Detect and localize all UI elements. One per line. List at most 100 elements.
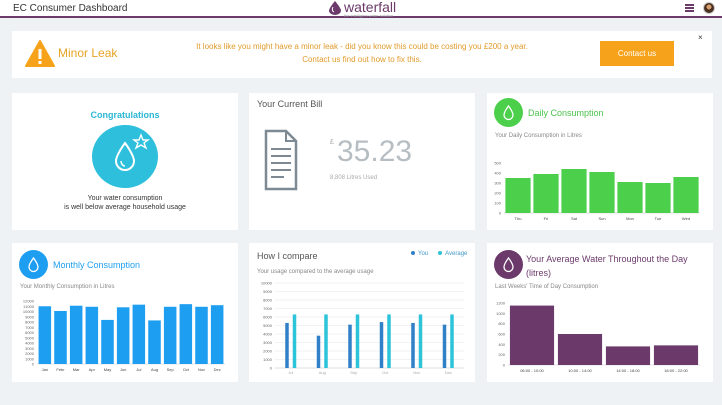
y-tick-label: 2000 — [263, 349, 273, 354]
droplet-star-icon — [92, 125, 158, 188]
monthly-consumption-card: Monthly Consumption Your Monthly Consump… — [12, 243, 238, 382]
bar-jan — [38, 306, 52, 364]
y-tick-label: 600 — [498, 332, 505, 337]
x-tick-label: Aug — [319, 370, 326, 375]
x-tick-label: Mar — [73, 367, 81, 372]
bar-dec — [210, 305, 224, 364]
y-tick-label: 5000 — [25, 335, 35, 340]
bar-average-dec — [450, 314, 454, 368]
x-tick-label: 18:00 - 22:00 — [664, 368, 688, 373]
x-tick-label: Oct — [382, 370, 389, 375]
avatar[interactable] — [703, 2, 715, 14]
y-tick-label: 12000 — [23, 299, 35, 304]
y-tick-label: 8000 — [263, 298, 273, 303]
leak-alert: Minor Leak It looks like you might have … — [12, 31, 712, 78]
alert-title: Minor Leak — [58, 46, 118, 60]
x-tick-label: Nov — [198, 367, 205, 372]
droplet-icon — [19, 250, 48, 279]
y-tick-label: 100 — [494, 201, 501, 206]
y-tick-label: 3000 — [25, 346, 35, 351]
y-tick-label: 2000 — [25, 351, 35, 356]
y-tick-label: 400 — [498, 342, 505, 347]
y-tick-label: 1000 — [25, 356, 35, 361]
x-tick-label: Jul — [288, 370, 293, 375]
x-tick-label: Nov — [413, 370, 420, 375]
logo[interactable]: waterfall the intelligent water solution — [329, 0, 397, 18]
compare-title: How I compare — [257, 251, 318, 261]
congratulations-line-2: is well below average household usage — [64, 204, 186, 211]
x-tick-label: Fri — [544, 216, 549, 221]
throughput-title: Your Average Water Throughout the Day (l… — [526, 252, 688, 280]
x-tick-label: Sun — [598, 216, 605, 221]
legend-average[interactable]: Average — [438, 251, 467, 257]
logo-text: waterfall — [344, 0, 397, 15]
y-tick-label: 0 — [503, 363, 506, 368]
compare-chart: 0 1000 2000 3000 4000 5000 6000 7000 8000 9000 100… — [261, 281, 464, 375]
bar-10-00-14-00 — [557, 334, 603, 365]
throughput-chart: 0 200 400 600 800 1000 1200 06:00 - 10:00 10:00 … — [496, 301, 700, 373]
bar-you-dec — [442, 324, 447, 368]
congratulations-card: Congratulations Your water consumption i… — [12, 93, 238, 230]
compare-legend: You Average — [411, 251, 467, 257]
contact-us-button[interactable]: Contact us — [600, 41, 674, 66]
droplet-icon — [494, 250, 523, 279]
bar-you-sep — [348, 324, 352, 368]
bill-litres-used: 8,808 Litres Used — [330, 175, 378, 181]
bar-thu — [505, 178, 531, 213]
daily-subtitle: Your Daily Consumption in Litres — [495, 133, 582, 139]
bar-average-nov — [418, 314, 423, 368]
bar-jun — [116, 307, 130, 364]
y-tick-label: 1000 — [263, 357, 273, 362]
daily-title: Daily Consumption — [528, 108, 604, 118]
bar-you-aug — [316, 335, 321, 368]
daily-consumption-card: Daily Consumption Your Daily Consumption… — [487, 93, 713, 230]
hamburger-icon[interactable] — [685, 4, 694, 12]
bar-you-oct — [379, 322, 384, 368]
y-tick-label: 9000 — [263, 289, 273, 294]
y-tick-label: 6000 — [263, 315, 273, 320]
x-tick-label: Apr — [89, 367, 96, 372]
y-tick-label: 8000 — [25, 320, 35, 325]
logo-droplet-icon — [329, 1, 341, 15]
y-tick-label: 800 — [498, 321, 505, 326]
bar-tue — [645, 183, 671, 213]
x-tick-label: Sep — [350, 370, 358, 375]
y-tick-label: 4000 — [263, 332, 273, 337]
warning-icon — [25, 40, 55, 67]
y-tick-label: 10000 — [261, 281, 273, 286]
bar-may — [101, 319, 114, 364]
y-tick-label: 9000 — [25, 314, 35, 319]
throughput-title-line-1: Your Average Water Throughout the Day — [526, 254, 688, 264]
bar-mar — [69, 305, 83, 364]
x-tick-label: Mon — [626, 216, 634, 221]
y-tick-label: 0 — [32, 362, 35, 367]
close-icon[interactable]: × — [698, 33, 703, 42]
bar-sat — [561, 169, 587, 213]
y-tick-label: 200 — [498, 352, 505, 357]
y-tick-label: 0 — [270, 366, 273, 371]
compare-subtitle: Your usage compared to the average usage — [257, 269, 374, 275]
x-tick-label: Sat — [571, 216, 578, 221]
y-tick-label: 3000 — [263, 340, 273, 345]
x-tick-label: Oct — [183, 367, 190, 372]
bar-jul — [132, 304, 146, 364]
bill-amount: 35.23 — [337, 135, 413, 168]
throughput-title-line-2: (litres) — [526, 268, 551, 278]
bar-febr — [54, 310, 67, 364]
document-icon — [264, 129, 298, 191]
alert-message-line-1: It looks like you might have a minor lea… — [196, 42, 528, 51]
bar-you-jul — [285, 322, 289, 368]
bill-title: Your Current Bill — [257, 99, 323, 109]
bill-currency: £ — [330, 139, 334, 146]
congratulations-text: Your water consumption is well below ave… — [12, 194, 238, 212]
y-tick-label: 1200 — [496, 301, 506, 306]
bar-nov — [195, 306, 208, 364]
throughput-subtitle: Last Weeks' Time of Day Consumption — [495, 284, 599, 290]
top-bar: EC Consumer Dashboard waterfall the inte… — [0, 0, 722, 18]
legend-you[interactable]: You — [411, 251, 428, 257]
bar-apr — [85, 306, 99, 364]
x-tick-label: Aug — [151, 367, 158, 372]
x-tick-label: 06:00 - 10:00 — [520, 368, 544, 373]
bar-average-jul — [292, 314, 297, 368]
alert-message: It looks like you might have a minor lea… — [162, 40, 562, 66]
